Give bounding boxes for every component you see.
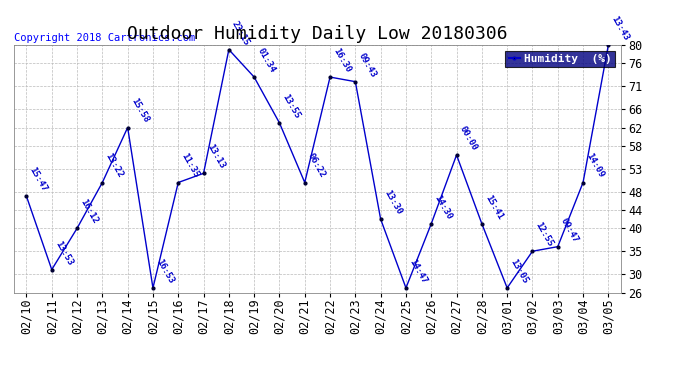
Text: 13:13: 13:13: [205, 143, 226, 171]
Title: Outdoor Humidity Daily Low 20180306: Outdoor Humidity Daily Low 20180306: [127, 26, 508, 44]
Text: 01:34: 01:34: [255, 46, 277, 74]
Legend: Humidity  (%): Humidity (%): [506, 51, 615, 67]
Text: 13:05: 13:05: [509, 257, 530, 285]
Text: 13:43: 13:43: [610, 15, 631, 42]
Text: 14:47: 14:47: [407, 257, 428, 285]
Text: 15:47: 15:47: [28, 166, 49, 194]
Text: 13:53: 13:53: [53, 239, 75, 267]
Text: 16:53: 16:53: [155, 257, 175, 285]
Text: 13:55: 13:55: [281, 92, 302, 120]
Text: 14:09: 14:09: [584, 152, 606, 180]
Text: 14:30: 14:30: [433, 193, 454, 221]
Text: 16:30: 16:30: [331, 46, 353, 74]
Text: Copyright 2018 Cartronics.com: Copyright 2018 Cartronics.com: [14, 33, 195, 42]
Text: 13:22: 13:22: [104, 152, 125, 180]
Text: 23:15: 23:15: [230, 19, 251, 47]
Text: 00:00: 00:00: [458, 124, 479, 152]
Text: 15:58: 15:58: [129, 97, 150, 125]
Text: 11:35: 11:35: [179, 152, 201, 180]
Text: 06:22: 06:22: [306, 152, 327, 180]
Text: 09:47: 09:47: [559, 216, 580, 244]
Text: 15:41: 15:41: [483, 193, 504, 221]
Text: 16:12: 16:12: [79, 198, 99, 225]
Text: 13:30: 13:30: [382, 189, 403, 216]
Text: 09:43: 09:43: [357, 51, 378, 79]
Text: 12:55: 12:55: [534, 221, 555, 249]
